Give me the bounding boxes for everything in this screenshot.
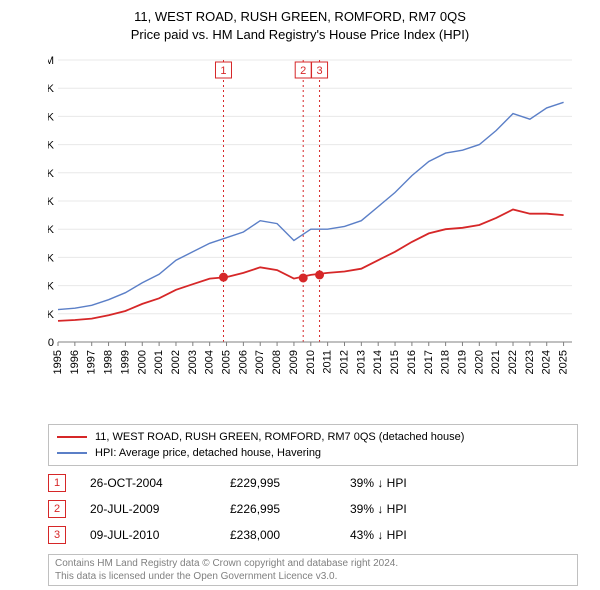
svg-text:£100K: £100K [48,309,55,321]
x-tick-label: 1995 [52,350,64,374]
chart-svg: £0 £100K £200K £300K £400K £500K £600K £700K £80… [48,54,578,386]
event-delta: 43% ↓ HPI [350,528,490,542]
x-tick-label: 2019 [456,350,468,374]
title-block: 11, WEST ROAD, RUSH GREEN, ROMFORD, RM7 … [0,0,600,44]
x-tick-label: 1997 [86,350,98,374]
x-tick-label: 2023 [524,350,536,374]
legend-swatch [57,436,87,438]
footnote-line2: This data is licensed under the Open Gov… [55,570,571,583]
x-tick-label: 2005 [221,350,233,374]
x-tick-label: 1998 [103,350,115,374]
x-tick-label: 2011 [322,350,334,374]
event-delta: 39% ↓ HPI [350,476,490,490]
x-tick-label: 2016 [406,350,418,374]
svg-text:£500K: £500K [48,196,55,208]
legend: 11, WEST ROAD, RUSH GREEN, ROMFORD, RM7 … [48,424,578,466]
event-price: £238,000 [230,528,350,542]
x-tick-label: 2003 [187,350,199,374]
x-tick-label: 2013 [355,350,367,374]
event-date: 20-JUL-2009 [90,502,230,516]
legend-label: 11, WEST ROAD, RUSH GREEN, ROMFORD, RM7 … [95,431,464,443]
x-tick-label: 2025 [558,350,570,374]
footnote-line1: Contains HM Land Registry data © Crown c… [55,557,571,570]
x-tick-label: 2015 [389,350,401,374]
x-tick-label: 2006 [237,350,249,374]
legend-row: 11, WEST ROAD, RUSH GREEN, ROMFORD, RM7 … [57,429,569,445]
x-tick-label: 2002 [170,350,182,374]
x-tick-label: 2018 [440,350,452,374]
x-tick-label: 2014 [372,350,384,374]
x-tick-label: 2007 [254,350,266,374]
x-tick-label: 2000 [136,350,148,374]
event-delta: 39% ↓ HPI [350,502,490,516]
event-number-box: 3 [48,526,66,544]
x-tick-label: 2017 [423,350,435,374]
svg-text:£300K: £300K [48,252,55,264]
x-tick-label: 2001 [153,350,165,374]
x-tick-label: 2004 [204,350,216,374]
x-tick-label: 1999 [119,350,131,374]
event-number-box: 2 [48,500,66,518]
svg-text:£1M: £1M [48,55,54,67]
svg-text:£400K: £400K [48,224,55,236]
event-price: £226,995 [230,502,350,516]
x-tick-label: 2012 [338,350,350,374]
event-number-box: 1 [48,474,66,492]
x-tick-label: 2021 [490,350,502,374]
chart-container: 11, WEST ROAD, RUSH GREEN, ROMFORD, RM7 … [0,0,600,590]
x-tick-label: 2010 [305,350,317,374]
title-subtitle: Price paid vs. HM Land Registry's House … [0,26,600,44]
legend-swatch [57,452,87,454]
footnote: Contains HM Land Registry data © Crown c… [48,554,578,586]
x-tick-label: 2008 [271,350,283,374]
svg-text:3: 3 [316,65,322,77]
legend-label: HPI: Average price, detached house, Have… [95,447,321,459]
events-table: 1 26-OCT-2004£229,99539% ↓ HPI 2 20-JUL-200… [48,470,578,548]
x-tick-label: 2009 [288,350,300,374]
svg-text:£0: £0 [48,337,54,349]
legend-row: HPI: Average price, detached house, Have… [57,445,569,461]
svg-text:2: 2 [300,65,306,77]
svg-text:£600K: £600K [48,168,55,180]
event-date: 09-JUL-2010 [90,528,230,542]
x-tick-label: 1996 [69,350,81,374]
svg-text:1: 1 [220,65,226,77]
svg-text:£900K: £900K [48,83,55,95]
x-tick-label: 2020 [473,350,485,374]
svg-text:£700K: £700K [48,140,55,152]
svg-text:£800K: £800K [48,111,55,123]
x-tick-label: 2022 [507,350,519,374]
event-date: 26-OCT-2004 [90,476,230,490]
title-address: 11, WEST ROAD, RUSH GREEN, ROMFORD, RM7 … [0,8,600,26]
svg-text:£200K: £200K [48,281,55,293]
event-row: 3 09-JUL-2010£238,00043% ↓ HPI [48,522,578,548]
event-row: 2 20-JUL-2009£226,99539% ↓ HPI [48,496,578,522]
event-row: 1 26-OCT-2004£229,99539% ↓ HPI [48,470,578,496]
event-price: £229,995 [230,476,350,490]
x-tick-label: 2024 [541,350,553,374]
